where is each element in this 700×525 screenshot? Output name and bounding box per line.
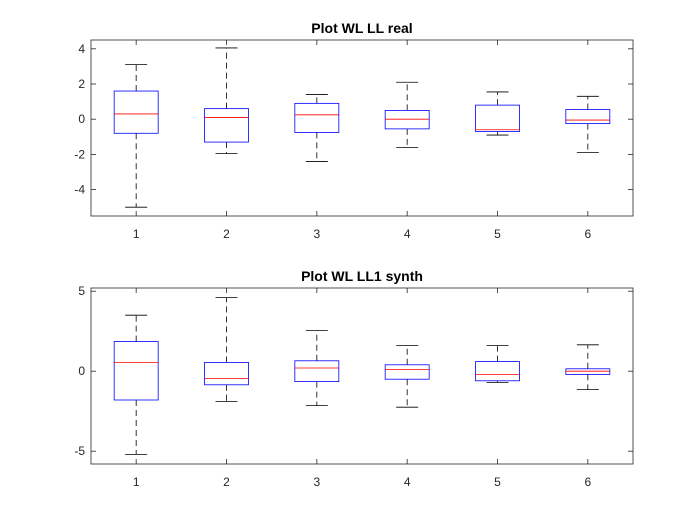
- x-tick-label-top: 3: [313, 227, 320, 241]
- x-tick-label-top: 6: [584, 227, 591, 241]
- y-tick-label-bottom: 5: [78, 284, 85, 298]
- y-tick-label-top: 2: [78, 77, 85, 91]
- plot-title-bottom: Plot WL LL1 synth: [301, 268, 423, 284]
- axes-box-top: [90, 39, 634, 217]
- x-tick-label-bottom: 6: [584, 475, 591, 489]
- y-tick-label-top: -2: [74, 147, 85, 161]
- box-top: [565, 109, 611, 124]
- x-tick-label-top: 1: [133, 227, 140, 241]
- panel-top: Plot WL LL real -4 -2 0 2 4 1 2 3 4 5 6: [74, 20, 634, 241]
- box-bottom: [294, 360, 340, 382]
- box-bottom: [204, 361, 249, 386]
- y-tick-label-bottom: -5: [74, 444, 85, 458]
- box-top: [113, 90, 159, 134]
- y-tick-label-bottom: 0: [78, 364, 85, 378]
- boxplot-marks-top: -4 -2 0 2 4 1 2 3 4 5 6: [74, 40, 633, 241]
- box-top: [475, 104, 520, 132]
- x-tick-label-top: 2: [223, 227, 230, 241]
- x-tick-label-bottom: 1: [133, 475, 140, 489]
- x-tick-label-bottom: 3: [313, 475, 320, 489]
- x-tick-label-bottom: 2: [223, 475, 230, 489]
- y-tick-label-top: 0: [78, 112, 85, 126]
- boxplot-marks-bottom: -5 0 5 1 2 3 4 5 6: [74, 284, 633, 489]
- box-top: [384, 110, 430, 130]
- box-bottom: [113, 341, 159, 401]
- panel-bottom: Plot WL LL1 synth -5 0 5 1 2 3 4 5 6: [74, 268, 634, 489]
- x-tick-label-bottom: 4: [404, 475, 411, 489]
- axes-box-bottom: [90, 287, 634, 465]
- box-bottom: [475, 361, 520, 382]
- box-bottom: [384, 364, 430, 380]
- y-tick-label-top: -4: [74, 183, 85, 197]
- x-tick-label-bottom: 5: [494, 475, 501, 489]
- plot-title-top: Plot WL LL real: [311, 20, 412, 36]
- box-top: [204, 108, 249, 143]
- x-tick-label-top: 4: [404, 227, 411, 241]
- y-tick-label-top: 4: [78, 42, 85, 56]
- box-top: [294, 102, 340, 133]
- x-tick-label-top: 5: [494, 227, 501, 241]
